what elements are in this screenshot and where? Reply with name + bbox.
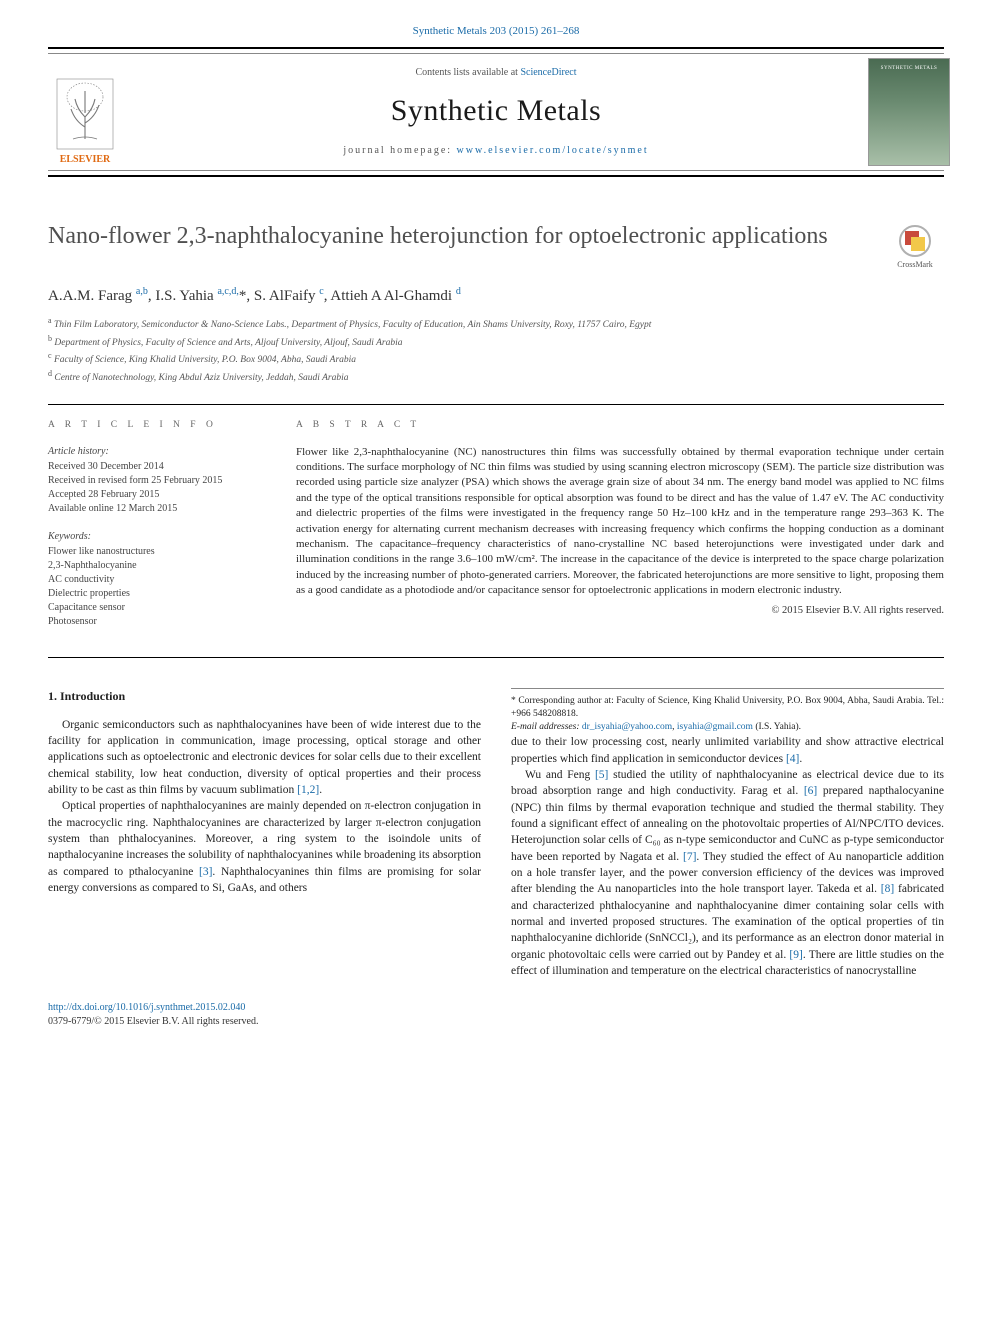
abstract-head: A B S T R A C T — [296, 419, 944, 432]
history-line: Accepted 28 February 2015 — [48, 488, 266, 502]
history-line: Available online 12 March 2015 — [48, 502, 266, 516]
article-info: A R T I C L E I N F O Article history: R… — [48, 419, 266, 642]
crossmark-icon — [899, 225, 931, 257]
corr-author: * Corresponding author at: Faculty of Sc… — [511, 695, 944, 722]
affiliation-line: c Faculty of Science, King Khalid Univer… — [48, 350, 944, 368]
ref-link[interactable]: [8] — [881, 883, 894, 895]
history-label: Article history: — [48, 445, 266, 459]
email-link[interactable]: dr_isyahia@yahoo.com — [582, 722, 672, 732]
doi-link[interactable]: http://dx.doi.org/10.1016/j.synthmet.201… — [48, 1002, 245, 1013]
body-para: Wu and Feng [5] studied the utility of n… — [511, 767, 944, 979]
citation-line: Synthetic Metals 203 (2015) 261–268 — [48, 24, 944, 39]
publisher-logo: ELSEVIER — [42, 57, 128, 167]
crossmark-badge[interactable]: CrossMark — [886, 221, 944, 270]
ref-link[interactable]: [4] — [786, 753, 799, 765]
issn-copyright: 0379-6779/© 2015 Elsevier B.V. All right… — [48, 1016, 258, 1027]
history-line: Received 30 December 2014 — [48, 460, 266, 474]
abstract-block: A B S T R A C T Flower like 2,3-naphthal… — [296, 419, 944, 642]
journal-title: Synthetic Metals — [343, 90, 648, 132]
ref-link[interactable]: [3] — [199, 866, 212, 878]
page-footer: http://dx.doi.org/10.1016/j.synthmet.201… — [48, 1001, 944, 1028]
body-columns: 1. Introduction Organic semiconductors s… — [48, 688, 944, 980]
publisher-name: ELSEVIER — [60, 153, 111, 167]
body-para: Optical properties of naphthalocyanines … — [48, 798, 481, 896]
keyword-line: Capacitance sensor — [48, 601, 266, 615]
article-title: Nano-flower 2,3-naphthalocyanine heteroj… — [48, 221, 874, 251]
corr-emails: E-mail addresses: dr_isyahia@yahoo.com, … — [511, 721, 944, 734]
keyword-line: AC conductivity — [48, 573, 266, 587]
affiliations: a Thin Film Laboratory, Semiconductor & … — [48, 315, 944, 387]
article-info-head: A R T I C L E I N F O — [48, 419, 266, 432]
abstract-copyright: © 2015 Elsevier B.V. All rights reserved… — [296, 604, 944, 619]
sciencedirect-link[interactable]: ScienceDirect — [520, 67, 576, 78]
homepage-line: journal homepage: www.elsevier.com/locat… — [343, 144, 648, 158]
section-1-head: 1. Introduction — [48, 688, 481, 705]
email-link[interactable]: isyahia@gmail.com — [677, 722, 753, 732]
crossmark-label: CrossMark — [897, 259, 933, 270]
abstract-text: Flower like 2,3-naphthalocyanine (NC) na… — [296, 445, 944, 599]
keyword-line: Photosensor — [48, 615, 266, 629]
journal-header-inner: ELSEVIER Contents lists available at Sci… — [48, 53, 944, 171]
corresponding-footnote: * Corresponding author at: Faculty of Sc… — [511, 688, 944, 735]
body-para: due to their low processing cost, nearly… — [511, 734, 944, 767]
journal-header: ELSEVIER Contents lists available at Sci… — [48, 47, 944, 177]
keywords-block: Keywords: Flower like nanostructures2,3-… — [48, 530, 266, 629]
ref-link[interactable]: [6] — [804, 785, 817, 797]
contents-available: Contents lists available at ScienceDirec… — [343, 66, 648, 80]
ref-link[interactable]: [5] — [595, 769, 608, 781]
article-history: Article history: Received 30 December 20… — [48, 445, 266, 516]
header-center: Contents lists available at ScienceDirec… — [343, 66, 648, 158]
keyword-line: Dielectric properties — [48, 587, 266, 601]
keyword-line: Flower like nanostructures — [48, 545, 266, 559]
body-para: Organic semiconductors such as naphthalo… — [48, 717, 481, 799]
affiliation-line: b Department of Physics, Faculty of Scie… — [48, 333, 944, 351]
ref-link[interactable]: [9] — [789, 949, 802, 961]
elsevier-tree-icon — [55, 77, 115, 151]
keyword-line: 2,3-Naphthalocyanine — [48, 559, 266, 573]
affiliation-line: d Centre of Nanotechnology, King Abdul A… — [48, 368, 944, 386]
authors-line: A.A.M. Farag a,b, I.S. Yahia a,c,d,*, S.… — [48, 285, 944, 307]
ref-link[interactable]: [1,2] — [297, 784, 319, 796]
keywords-label: Keywords: — [48, 530, 266, 544]
history-line: Received in revised form 25 February 201… — [48, 474, 266, 488]
ref-link[interactable]: [7] — [683, 851, 696, 863]
homepage-link[interactable]: www.elsevier.com/locate/synmet — [457, 145, 649, 156]
affiliation-line: a Thin Film Laboratory, Semiconductor & … — [48, 315, 944, 333]
journal-cover-thumb: SYNTHETIC METALS — [868, 58, 950, 166]
journal-cover-label: SYNTHETIC METALS — [881, 65, 938, 165]
